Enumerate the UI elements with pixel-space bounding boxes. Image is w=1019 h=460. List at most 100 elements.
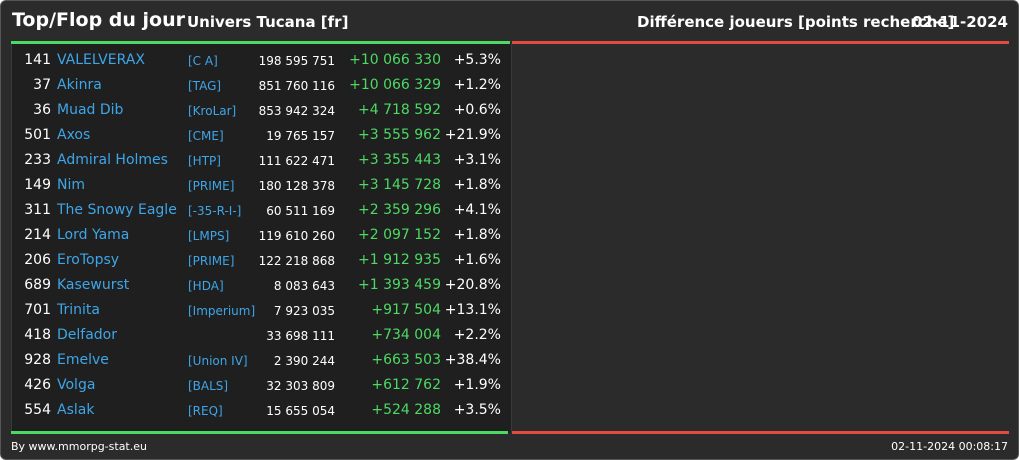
player-points: 32 303 809 [266, 379, 335, 393]
table-row: 233 Admiral Holmes [HTP] 111 622 471 +3 355 … [12, 149, 511, 174]
table-row: 206 EroTopsy [PRIME] 122 218 868 +1 912 935 +… [12, 249, 511, 274]
points-difference: +10 066 329 [349, 77, 441, 93]
percent-change: +0.6% [453, 102, 501, 118]
player-rows: 141 VALELVERAX [C A] 198 595 751 +10 066 330… [12, 49, 511, 424]
player-rank: 426 [24, 377, 51, 393]
percent-change: +13.1% [444, 302, 501, 318]
alliance-tag-link[interactable]: [Union IV] [188, 354, 248, 368]
player-points: 8 083 643 [273, 279, 335, 293]
bottom-bar-green [11, 431, 508, 434]
percent-change: +38.4% [444, 352, 501, 368]
player-name-link[interactable]: Aslak [57, 402, 95, 418]
alliance-tag-link[interactable]: [-35-R-I-] [188, 204, 242, 218]
player-name-link[interactable]: Axos [57, 127, 91, 143]
top-players-table: 141 VALELVERAX [C A] 198 595 751 +10 066 330… [11, 44, 512, 433]
percent-change: +20.8% [444, 277, 501, 293]
player-points: 7 923 035 [273, 304, 335, 318]
table-row: 36 Muad Dib [KroLar] 853 942 324 +4 718 592 +… [12, 99, 511, 124]
player-points: 122 218 868 [258, 254, 335, 268]
footer-credit[interactable]: By www.mmorpg-stat.eu [11, 440, 147, 453]
alliance-tag-link[interactable]: [TAG] [188, 79, 222, 93]
table-row: 37 Akinra [TAG] 851 760 116 +10 066 329 +1.2% [12, 74, 511, 99]
player-rank: 36 [33, 102, 51, 118]
player-points: 111 622 471 [258, 154, 335, 168]
player-name-link[interactable]: Akinra [57, 77, 102, 93]
percent-change: +3.1% [453, 152, 501, 168]
points-difference: +4 718 592 [358, 102, 441, 118]
player-rank: 554 [24, 402, 51, 418]
player-name-link[interactable]: VALELVERAX [57, 52, 145, 68]
player-name-link[interactable]: Lord Yama [57, 227, 130, 243]
player-points: 15 655 054 [266, 404, 335, 418]
player-rank: 418 [24, 327, 51, 343]
points-difference: +1 912 935 [358, 252, 441, 268]
percent-change: +1.8% [453, 227, 501, 243]
table-row: 928 Emelve [Union IV] 2 390 244 +663 503 +38.… [12, 349, 511, 374]
points-difference: +3 145 728 [358, 177, 441, 193]
player-rank: 689 [24, 277, 51, 293]
alliance-tag-link[interactable]: [REQ] [188, 404, 223, 418]
top-bar-red [512, 41, 1009, 44]
table-row: 501 Axos [CME] 19 765 157 +3 555 962 +21.9% [12, 124, 511, 149]
percent-change: +5.3% [453, 52, 501, 68]
table-row: 141 VALELVERAX [C A] 198 595 751 +10 066 330… [12, 49, 511, 74]
points-difference: +10 066 330 [349, 52, 441, 68]
player-points: 198 595 751 [258, 54, 335, 68]
player-name-link[interactable]: Volga [57, 377, 96, 393]
player-rank: 928 [24, 352, 51, 368]
player-name-link[interactable]: Emelve [57, 352, 109, 368]
player-rank: 37 [33, 77, 51, 93]
percent-change: +21.9% [444, 127, 501, 143]
alliance-tag-link[interactable]: [BALS] [188, 379, 229, 393]
header-date: 02-11-2024 [912, 13, 1008, 31]
player-rank: 311 [24, 202, 51, 218]
player-name-link[interactable]: Muad Dib [57, 102, 124, 118]
alliance-tag-link[interactable]: [KroLar] [188, 104, 237, 118]
percent-change: +2.2% [453, 327, 501, 343]
player-rank: 206 [24, 252, 51, 268]
percent-change: +1.9% [453, 377, 501, 393]
table-row: 214 Lord Yama [LMPS] 119 610 260 +2 097 152 +… [12, 224, 511, 249]
alliance-tag-link[interactable]: [LMPS] [188, 229, 230, 243]
player-points: 119 610 260 [258, 229, 335, 243]
points-difference: +917 504 [371, 302, 441, 318]
points-difference: +2 097 152 [358, 227, 441, 243]
player-name-link[interactable]: The Snowy Eagle [57, 202, 177, 218]
points-difference: +612 762 [371, 377, 441, 393]
points-difference: +3 555 962 [358, 127, 441, 143]
player-rank: 149 [24, 177, 51, 193]
alliance-tag-link[interactable]: [HTP] [188, 154, 221, 168]
table-row: 418 Delfador 33 698 111 +734 004 +2.2% [12, 324, 511, 349]
percent-change: +4.1% [453, 202, 501, 218]
alliance-tag-link[interactable]: [C A] [188, 54, 218, 68]
footer-timestamp: 02-11-2024 00:08:17 [891, 440, 1008, 453]
alliance-tag-link[interactable]: [Imperium] [188, 304, 256, 318]
table-row: 311 The Snowy Eagle [-35-R-I-] 60 511 169 +2… [12, 199, 511, 224]
player-rank: 233 [24, 152, 51, 168]
percent-change: +3.5% [453, 402, 501, 418]
percent-change: +1.6% [453, 252, 501, 268]
player-points: 60 511 169 [266, 204, 335, 218]
points-difference: +2 359 296 [358, 202, 441, 218]
table-row: 554 Aslak [REQ] 15 655 054 +524 288 +3.5% [12, 399, 511, 424]
points-difference: +3 355 443 [358, 152, 441, 168]
points-difference: +1 393 459 [358, 277, 441, 293]
flop-players-area [512, 44, 1009, 433]
player-name-link[interactable]: Delfador [57, 327, 117, 343]
player-name-link[interactable]: EroTopsy [57, 252, 120, 268]
points-difference: +524 288 [371, 402, 441, 418]
alliance-tag-link[interactable]: [PRIME] [188, 179, 235, 193]
alliance-tag-link[interactable]: [PRIME] [188, 254, 235, 268]
player-name-link[interactable]: Kasewurst [57, 277, 130, 293]
percent-change: +1.2% [453, 77, 501, 93]
alliance-tag-link[interactable]: [CME] [188, 129, 224, 143]
player-name-link[interactable]: Nim [57, 177, 85, 193]
points-difference: +663 503 [371, 352, 441, 368]
player-points: 180 128 378 [258, 179, 335, 193]
universe-subtitle: Univers Tucana [fr] [187, 13, 349, 31]
alliance-tag-link[interactable]: [HDA] [188, 279, 224, 293]
player-rank: 214 [24, 227, 51, 243]
player-name-link[interactable]: Trinita [57, 302, 100, 318]
player-name-link[interactable]: Admiral Holmes [57, 152, 168, 168]
